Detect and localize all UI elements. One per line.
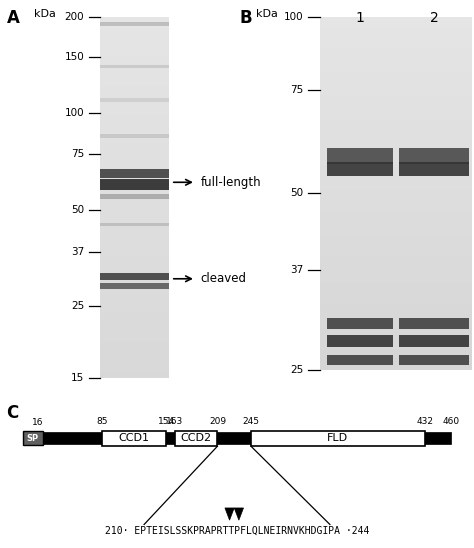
Polygon shape xyxy=(234,508,244,520)
Bar xyxy=(100,134,169,138)
Bar xyxy=(100,194,169,199)
Text: 25: 25 xyxy=(71,301,84,311)
Bar xyxy=(175,431,218,446)
Text: CCD2: CCD2 xyxy=(181,433,212,443)
Text: 50: 50 xyxy=(290,189,303,198)
Bar xyxy=(399,355,469,365)
Text: 200: 200 xyxy=(65,12,84,22)
Text: 154: 154 xyxy=(158,417,175,426)
Bar xyxy=(251,431,425,446)
Text: CCD1: CCD1 xyxy=(119,433,150,443)
Bar xyxy=(100,272,169,281)
Bar xyxy=(102,431,166,446)
Text: 16: 16 xyxy=(32,418,44,427)
Text: 37: 37 xyxy=(290,265,303,275)
Text: kDa: kDa xyxy=(256,9,278,19)
Text: 2: 2 xyxy=(429,12,438,25)
Text: 460: 460 xyxy=(442,417,459,426)
Bar xyxy=(100,65,169,68)
Text: 25: 25 xyxy=(290,365,303,375)
Bar xyxy=(327,318,393,329)
Bar xyxy=(100,22,169,26)
Bar xyxy=(399,162,469,176)
Text: 209: 209 xyxy=(209,417,226,426)
Text: A: A xyxy=(7,9,20,27)
Bar xyxy=(399,335,469,347)
Bar xyxy=(38,432,451,444)
Text: 50: 50 xyxy=(71,205,84,215)
Bar xyxy=(327,335,393,347)
Text: FLD: FLD xyxy=(327,433,348,443)
Bar xyxy=(100,223,169,226)
Text: 85: 85 xyxy=(97,417,108,426)
Text: full-length: full-length xyxy=(201,176,261,189)
Text: 15: 15 xyxy=(71,373,84,383)
Text: SP: SP xyxy=(27,434,39,443)
Text: 100: 100 xyxy=(284,12,303,22)
Text: 432: 432 xyxy=(416,417,433,426)
Text: cleaved: cleaved xyxy=(201,272,246,286)
Text: C: C xyxy=(7,403,19,421)
Bar xyxy=(327,148,393,164)
Bar xyxy=(23,431,43,446)
Text: 100: 100 xyxy=(65,109,84,118)
Bar xyxy=(327,355,393,365)
Text: 163: 163 xyxy=(166,417,183,426)
Text: 75: 75 xyxy=(71,149,84,158)
Polygon shape xyxy=(225,508,234,520)
Text: 1: 1 xyxy=(356,12,365,25)
Text: kDa: kDa xyxy=(34,9,56,19)
Bar xyxy=(100,283,169,289)
Bar xyxy=(399,318,469,329)
Text: 150: 150 xyxy=(64,52,84,62)
Bar xyxy=(100,99,169,102)
Bar xyxy=(399,148,469,164)
Text: 37: 37 xyxy=(71,247,84,257)
Bar xyxy=(327,162,393,176)
Bar xyxy=(100,179,169,190)
Text: 245: 245 xyxy=(242,417,259,426)
Bar xyxy=(100,169,169,178)
Text: B: B xyxy=(239,9,252,27)
Text: 75: 75 xyxy=(290,85,303,95)
Text: 210· EPTEISLSSKPRAPRTTPFLQLNEIRNVKHDGIPA ·244: 210· EPTEISLSSKPRAPRTTPFLQLNEIRNVKHDGIPA… xyxy=(105,526,369,535)
